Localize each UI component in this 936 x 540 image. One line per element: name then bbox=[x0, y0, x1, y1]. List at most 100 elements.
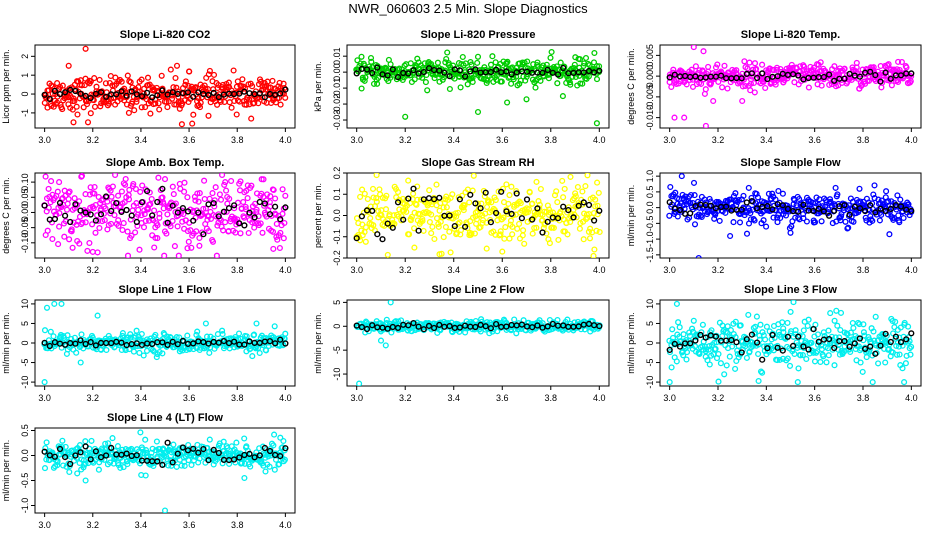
data-point bbox=[834, 191, 841, 198]
average-point bbox=[846, 211, 853, 218]
data-point bbox=[96, 224, 103, 232]
data-point bbox=[111, 212, 118, 219]
data-point bbox=[446, 228, 453, 235]
data-point bbox=[82, 460, 89, 467]
data-points bbox=[666, 173, 915, 258]
average-point bbox=[236, 90, 243, 97]
average-point bbox=[877, 342, 884, 349]
data-point bbox=[276, 244, 283, 252]
average-point bbox=[200, 231, 207, 238]
average-point bbox=[493, 66, 500, 73]
average-point bbox=[358, 213, 366, 220]
data-point bbox=[115, 78, 122, 85]
average-point bbox=[800, 343, 807, 350]
chart-title: Slope Li-820 Temp. bbox=[741, 29, 840, 41]
data-point bbox=[179, 218, 186, 225]
data-point bbox=[259, 229, 266, 236]
average-point bbox=[410, 185, 417, 192]
average-point bbox=[436, 194, 443, 201]
data-point bbox=[255, 100, 262, 107]
data-point bbox=[454, 209, 462, 216]
data-point bbox=[426, 187, 433, 194]
data-point bbox=[567, 81, 574, 88]
data-point bbox=[54, 457, 61, 464]
data-point bbox=[280, 235, 287, 242]
average-point bbox=[215, 213, 222, 220]
average-point bbox=[266, 338, 274, 345]
data-point bbox=[443, 204, 450, 211]
data-point bbox=[74, 111, 81, 118]
panel-9: Slope Line 3 Flow 3.0 3.2 3.4 3.6 3.8 4.0 -10 -5… bbox=[626, 284, 922, 403]
data-point bbox=[818, 82, 825, 89]
average-point bbox=[102, 93, 110, 100]
data-point bbox=[54, 80, 61, 87]
data-point bbox=[818, 218, 825, 225]
data-point bbox=[169, 183, 176, 190]
average-point bbox=[707, 202, 714, 209]
y-tick-label: 1 bbox=[20, 73, 30, 78]
x-tick-label: 3.6 bbox=[183, 393, 196, 403]
data-point bbox=[573, 214, 580, 221]
data-point bbox=[469, 74, 476, 81]
average-point bbox=[389, 66, 396, 73]
average-point bbox=[570, 214, 577, 221]
y-tick-label: 10 bbox=[20, 299, 30, 309]
y-axis-label: ml/min per min. bbox=[626, 185, 636, 247]
data-point bbox=[826, 81, 833, 88]
data-point bbox=[206, 436, 213, 443]
data-point bbox=[590, 209, 598, 217]
y-tick-label: 0.2 bbox=[332, 167, 342, 180]
data-point bbox=[451, 225, 458, 232]
data-point bbox=[153, 354, 160, 361]
data-point bbox=[897, 196, 904, 203]
data-point bbox=[59, 82, 66, 89]
x-tick-label: 4.0 bbox=[593, 135, 606, 145]
outlier-point bbox=[671, 114, 678, 121]
data-point bbox=[73, 349, 80, 356]
outlier-point bbox=[43, 304, 51, 311]
y-tick-label: -10 bbox=[332, 368, 342, 381]
data-point bbox=[124, 461, 131, 468]
average-point bbox=[205, 340, 212, 347]
average-point bbox=[205, 201, 212, 208]
data-point bbox=[222, 219, 229, 226]
x-tick-label: 3.4 bbox=[760, 393, 773, 403]
average-point bbox=[856, 73, 864, 80]
chart-title: Slope Li-820 CO2 bbox=[120, 29, 210, 41]
average-point bbox=[908, 330, 915, 337]
data-point bbox=[896, 351, 903, 358]
average-point bbox=[518, 321, 526, 328]
outlier-point bbox=[70, 119, 77, 126]
data-point bbox=[871, 182, 878, 189]
y-tick-label: 0.000 bbox=[645, 65, 655, 88]
average-point bbox=[82, 209, 89, 216]
data-point bbox=[242, 206, 249, 213]
average-point bbox=[133, 340, 140, 347]
data-point bbox=[370, 194, 377, 201]
data-point bbox=[155, 174, 162, 181]
data-point bbox=[856, 321, 863, 328]
data-point bbox=[59, 437, 66, 444]
data-point bbox=[100, 210, 107, 217]
data-point bbox=[156, 106, 163, 113]
average-point bbox=[190, 93, 197, 100]
data-point bbox=[751, 217, 758, 224]
data-point bbox=[177, 185, 184, 192]
average-point bbox=[425, 65, 433, 72]
average-point bbox=[482, 323, 489, 330]
data-point bbox=[774, 219, 781, 226]
data-point bbox=[740, 192, 747, 199]
average-point bbox=[46, 95, 53, 103]
y-tick-label: 5 bbox=[332, 300, 342, 305]
data-point bbox=[89, 221, 96, 228]
data-point bbox=[803, 207, 810, 214]
data-point bbox=[468, 230, 475, 237]
average-point bbox=[138, 199, 146, 206]
data-point bbox=[86, 449, 93, 456]
average-point bbox=[487, 219, 495, 226]
average-point bbox=[513, 190, 520, 197]
average-point bbox=[596, 323, 603, 330]
data-point bbox=[192, 197, 199, 204]
data-point bbox=[189, 120, 196, 127]
average-point bbox=[534, 205, 541, 212]
